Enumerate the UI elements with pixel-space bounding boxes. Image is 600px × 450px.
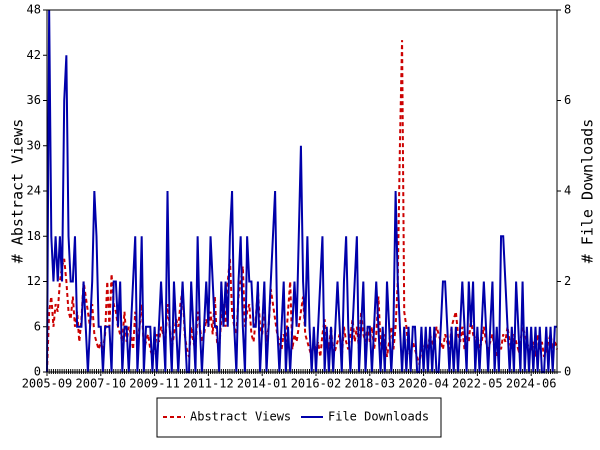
y-axis-title: # Abstract Views	[9, 119, 27, 264]
y-tick-label: 30	[27, 138, 41, 152]
x-tick-label: 2016-02	[291, 377, 342, 391]
x-tick-label: 2014-01	[237, 377, 288, 391]
x-tick-label: 2009-11	[129, 377, 180, 391]
legend-label: File Downloads	[328, 410, 429, 424]
y-tick-label: 48	[27, 3, 41, 17]
y-tick-label: 42	[27, 48, 41, 62]
x-tick-label: 2020-04	[398, 377, 449, 391]
legend-box	[156, 397, 442, 438]
x-tick-label: 2007-10	[76, 377, 127, 391]
y2-tick-label: 2	[564, 274, 571, 288]
x-tick-label: 2011-12	[183, 377, 234, 391]
y-tick-label: 18	[27, 229, 41, 243]
y2-axis-title: # File Downloads	[579, 119, 597, 264]
y-tick-label: 24	[27, 184, 41, 198]
y-tick-label: 36	[27, 93, 41, 107]
x-tick-label: 2018-03	[344, 377, 395, 391]
y-tick-label: 12	[27, 274, 41, 288]
y2-tick-label: 8	[564, 3, 571, 17]
x-tick-label: 2024-06	[506, 377, 557, 391]
legend-label: Abstract Views	[190, 410, 291, 424]
data-line	[46, 40, 558, 373]
y2-tick-label: 4	[564, 184, 571, 198]
y2-tick-label: 6	[564, 93, 571, 107]
data-line	[46, 9, 557, 373]
y-tick-label: 6	[34, 319, 41, 333]
plot-frame	[46, 9, 558, 373]
x-tick-label: 2005-09	[22, 377, 73, 391]
x-tick-label: 2022-05	[452, 377, 503, 391]
y2-tick-label: 0	[564, 365, 571, 379]
y-tick-label: 0	[34, 365, 41, 379]
